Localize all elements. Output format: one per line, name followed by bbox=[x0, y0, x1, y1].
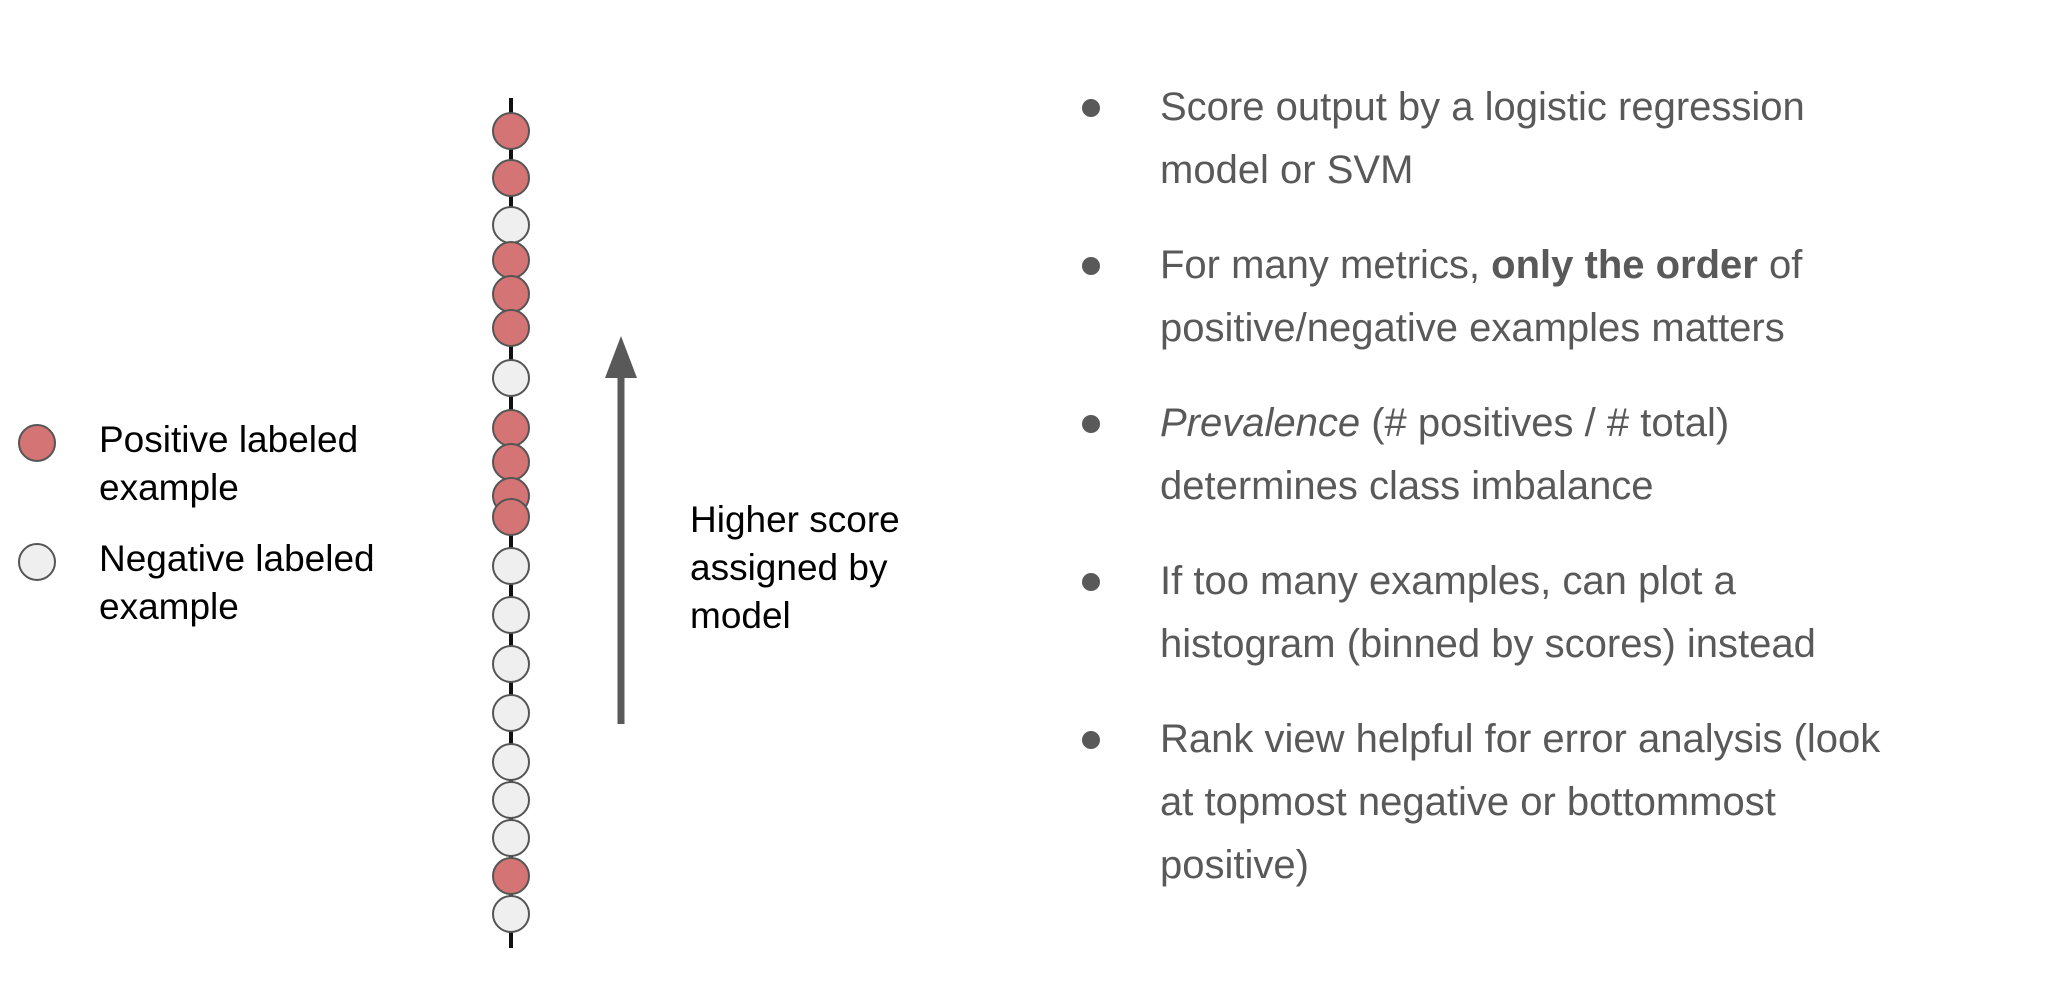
positive-example-point bbox=[492, 275, 530, 313]
positive-example-point bbox=[492, 159, 530, 197]
positive-legend-label: Positive labeled example bbox=[99, 419, 359, 508]
arrow-head-icon bbox=[605, 336, 637, 378]
bullet-item: For many metrics, only the order of posi… bbox=[1080, 234, 2030, 360]
bullet-item: Rank view helpful for error analysis (lo… bbox=[1080, 708, 2030, 897]
negative-example-point bbox=[492, 743, 530, 781]
negative-example-point bbox=[492, 781, 530, 819]
bullet-item: Prevalence (# positives / # total) deter… bbox=[1080, 392, 2030, 518]
negative-example-point bbox=[492, 206, 530, 244]
negative-example-point bbox=[492, 645, 530, 683]
negative-example-point bbox=[492, 547, 530, 585]
negative-example-point bbox=[492, 895, 530, 933]
negative-example-point bbox=[492, 694, 530, 732]
negative-example-point bbox=[492, 596, 530, 634]
positive-example-point bbox=[492, 241, 530, 279]
bullet-list: Score output by a logistic regression mo… bbox=[1080, 76, 2030, 929]
positive-example-point bbox=[492, 498, 530, 536]
positive-example-point bbox=[492, 409, 530, 447]
bullet-item: Score output by a logistic regression mo… bbox=[1080, 76, 2030, 202]
positive-example-point bbox=[492, 309, 530, 347]
positive-example-point bbox=[492, 857, 530, 895]
negative-example-point bbox=[492, 359, 530, 397]
positive-legend-marker bbox=[18, 424, 56, 462]
negative-legend-label: Negative labeled example bbox=[99, 538, 375, 627]
higher-score-label: Higher score assigned by model bbox=[690, 499, 900, 636]
ranked-examples bbox=[492, 112, 530, 933]
bullet-item: If too many examples, can plot a histogr… bbox=[1080, 550, 2030, 676]
negative-legend-marker bbox=[18, 543, 56, 581]
positive-example-point bbox=[492, 443, 530, 481]
positive-example-point bbox=[492, 112, 530, 150]
negative-example-point bbox=[492, 819, 530, 857]
